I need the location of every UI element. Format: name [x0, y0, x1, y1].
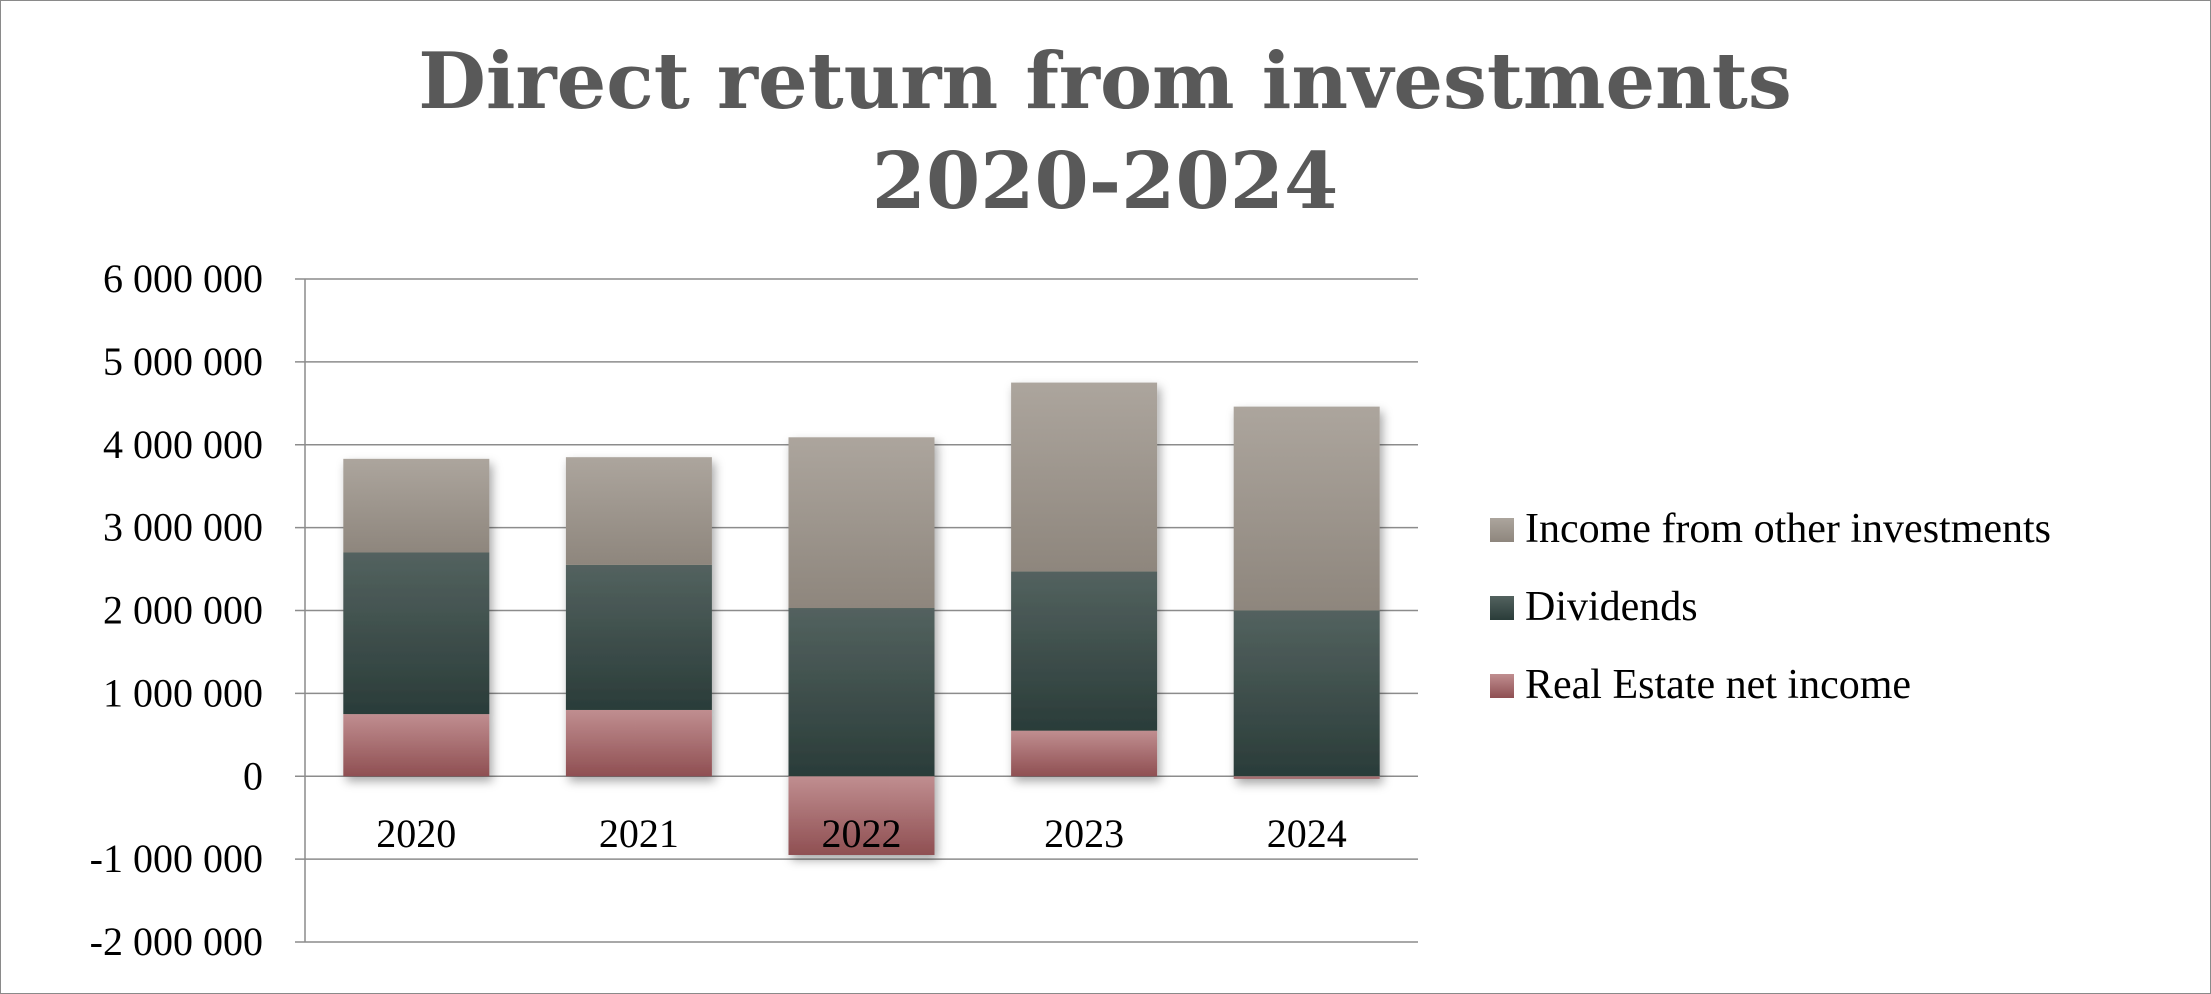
legend-item: Income from other investments: [1490, 506, 2051, 552]
y-tick-label: -1 000 000: [90, 836, 263, 881]
legend-label: Real Estate net income: [1525, 662, 1911, 708]
bar-stack-2022: [788, 437, 935, 855]
bar-segment: [788, 437, 935, 609]
legend-swatch: [1490, 674, 1514, 698]
y-tick-label: 6 000 000: [103, 256, 263, 301]
bar-segment: [343, 552, 490, 715]
x-tick-label: 2022: [822, 811, 902, 856]
y-tick-label: 4 000 000: [103, 422, 263, 467]
bar-segment: [343, 714, 490, 777]
bar-segment: [1233, 610, 1380, 777]
bar-segment: [565, 564, 712, 710]
bar-segment: [565, 709, 712, 777]
legend: Income from other investments Dividends Re…: [1490, 506, 2051, 708]
y-tick-label: 5 000 000: [103, 339, 263, 384]
bar-segment: [1233, 776, 1380, 779]
bar-segment: [1011, 730, 1158, 777]
x-tick-label: 2023: [1044, 811, 1124, 856]
bar-segment: [343, 458, 490, 553]
bar-segment: [1011, 382, 1158, 572]
bar-segment: [788, 608, 935, 777]
legend-label: Income from other investments: [1525, 506, 2051, 552]
legend-item: Dividends: [1490, 584, 1698, 630]
bar-segment: [788, 776, 935, 855]
x-axis-ticks: 2020 2021 2022 2023 2024: [376, 811, 1346, 856]
bar-stack-2024: [1233, 406, 1380, 779]
y-tick-label: 1 000 000: [103, 670, 263, 715]
chart-subtitle: 2020-2024: [872, 136, 1339, 227]
x-tick-label: 2024: [1267, 811, 1347, 856]
legend-swatch: [1490, 518, 1514, 542]
y-tick-label: 0: [243, 753, 263, 798]
bar-stack-2020: [343, 458, 490, 777]
y-axis-ticks: 6 000 000 5 000 000 4 000 000 3 000 000 2 00…: [90, 256, 263, 964]
chart-title: Direct return from investments: [418, 36, 1792, 127]
bar-segment: [565, 457, 712, 565]
legend-swatch: [1490, 596, 1514, 620]
x-tick-label: 2021: [599, 811, 679, 856]
bars: [343, 382, 1380, 855]
x-tick-label: 2020: [376, 811, 456, 856]
legend-item: Real Estate net income: [1490, 662, 1911, 708]
bar-segment: [1233, 406, 1380, 611]
bar-segment: [1011, 571, 1158, 731]
bar-stack-2023: [1011, 382, 1158, 777]
y-tick-label: 2 000 000: [103, 588, 263, 633]
y-tick-label: 3 000 000: [103, 505, 263, 550]
legend-label: Dividends: [1525, 584, 1698, 630]
bar-stack-2021: [565, 457, 712, 777]
y-tick-label: -2 000 000: [90, 919, 263, 964]
